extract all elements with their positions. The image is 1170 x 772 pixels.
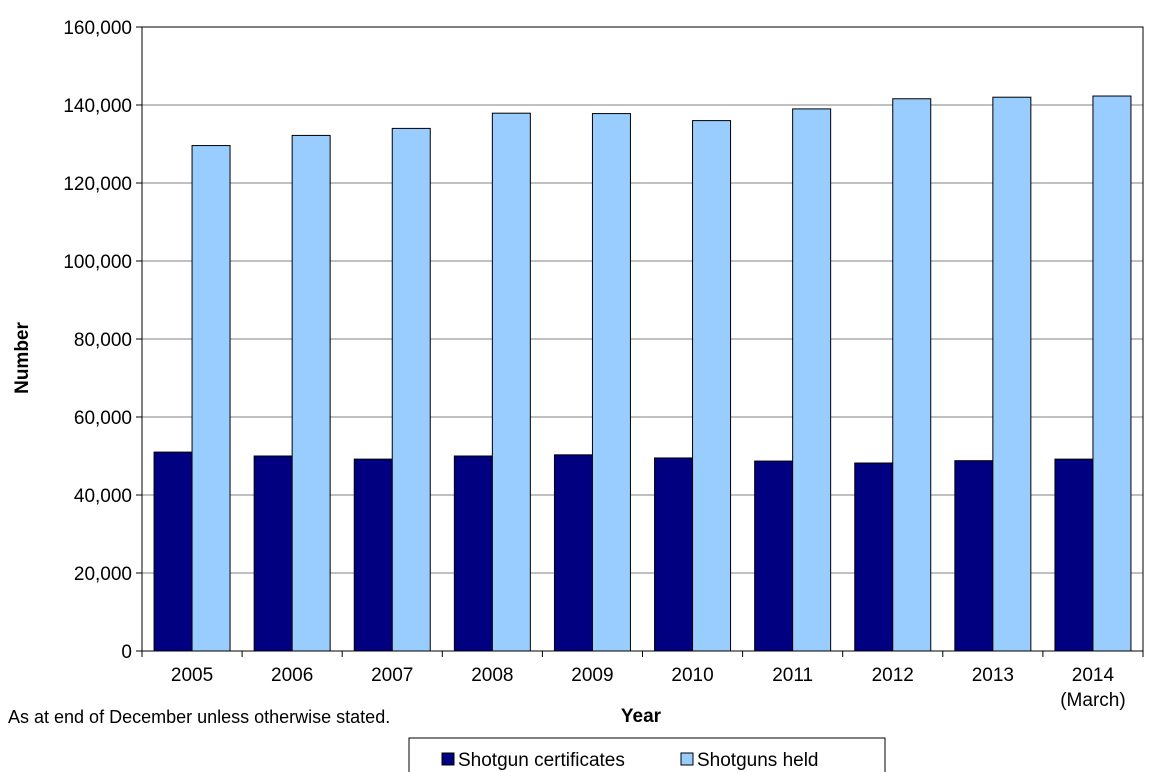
bar-shotgun-certificates-2009 [553,454,593,652]
bar-shotgun-certificates-2011 [754,460,794,652]
legend-box [408,737,886,772]
legend-label-shotguns-held: Shotguns held [697,750,819,771]
x-tick-label: 2011 [772,665,813,686]
footnote: As at end of December unless otherwise s… [8,707,390,727]
y-tick-label: 80,000 [74,330,132,351]
y-tick-label: 140,000 [63,96,132,117]
bar-shotguns-held-2011 [792,108,832,652]
bars [153,95,1132,652]
x-tick-label: 2012 [872,665,914,686]
bar-shotgun-certificates-2006 [253,455,293,652]
x-axis-title: Year [621,706,662,727]
y-tick-label: 120,000 [63,174,132,195]
x-tick-label: 2007 [371,665,413,686]
bar-shotguns-held-2013 [992,96,1032,652]
y-tick-label: 40,000 [74,486,132,507]
bar-shotgun-certificates-2007 [353,458,393,652]
x-tick-sublabel: (March) [1060,690,1125,711]
bar-shotguns-held-2009 [591,113,631,652]
y-tick-label: 0 [121,642,132,663]
legend: Shotgun certificates Shotguns held [408,737,886,772]
y-tick-label: 160,000 [63,18,132,39]
y-axis-ticks: 0 20,000 40,000 60,000 80,000 100,000 120,000 1… [63,18,142,663]
bar-shotgun-certificates-2014 [1054,458,1094,652]
y-tick-label: 20,000 [74,564,132,585]
bar-shotgun-certificates-2013 [954,460,994,652]
bar-shotguns-held-2008 [491,112,531,652]
bar-shotguns-held-2010 [692,120,732,652]
y-axis-title: Number [12,322,33,394]
bar-shotguns-held-2014 [1092,95,1132,652]
x-tick-label: 2014 [1072,665,1115,686]
x-axis-ticks: 2005 2006 2007 2008 2009 2010 2011 2012 2013 2014… [141,651,1144,711]
legend-swatch-shotguns-held [680,752,694,766]
x-tick-label: 2009 [571,665,613,686]
y-tick-label: 60,000 [74,408,132,429]
x-tick-label: 2010 [671,665,713,686]
x-tick-label: 2013 [972,665,1014,686]
bar-shotgun-certificates-2012 [854,462,894,652]
bar-shotguns-held-2006 [291,134,331,652]
bar-shotgun-certificates-2005 [153,451,193,652]
legend-label-shotgun-certificates: Shotgun certificates [458,750,625,771]
bar-shotguns-held-2005 [191,145,231,652]
bar-shotgun-certificates-2008 [453,455,493,652]
x-tick-label: 2005 [171,665,213,686]
y-tick-label: 100,000 [63,252,132,273]
x-tick-label: 2006 [271,665,313,686]
bar-shotgun-certificates-2010 [654,457,694,652]
x-tick-label: 2008 [471,665,513,686]
bar-shotguns-held-2007 [391,127,431,652]
legend-swatch-shotgun-certificates [441,752,455,766]
bar-shotguns-held-2012 [892,98,932,652]
